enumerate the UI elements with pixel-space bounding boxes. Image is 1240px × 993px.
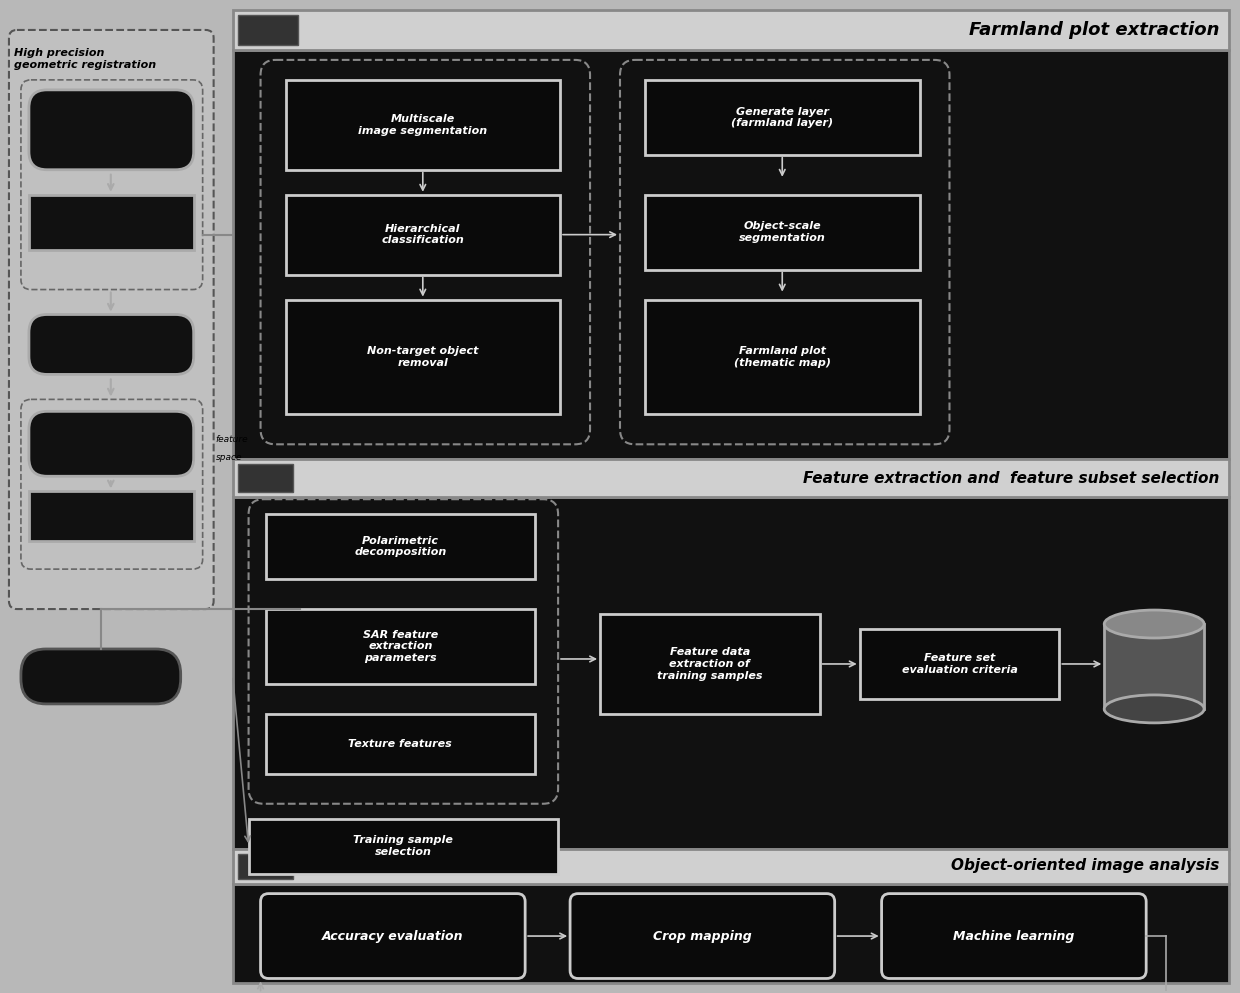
FancyBboxPatch shape [21, 649, 181, 704]
Text: Non-target object
removal: Non-target object removal [367, 347, 479, 367]
Bar [238, 854, 293, 879]
Text: Feature extraction and  feature subset selection: Feature extraction and feature subset se… [802, 471, 1219, 486]
FancyBboxPatch shape [260, 894, 526, 978]
Bar [248, 818, 558, 874]
Bar [29, 492, 193, 541]
FancyBboxPatch shape [21, 399, 202, 569]
Bar [645, 79, 920, 155]
FancyBboxPatch shape [29, 89, 193, 170]
Text: Texture features: Texture features [348, 739, 453, 749]
Bar [238, 465, 293, 493]
Text: High precision
geometric registration: High precision geometric registration [14, 48, 156, 70]
Text: Farmland plot extraction: Farmland plot extraction [968, 21, 1219, 39]
Ellipse shape [1105, 695, 1204, 723]
Ellipse shape [1105, 610, 1204, 638]
FancyBboxPatch shape [21, 79, 202, 290]
Bar [859, 629, 1059, 699]
Bar [29, 195, 193, 249]
FancyBboxPatch shape [570, 894, 835, 978]
Text: Training sample
selection: Training sample selection [353, 835, 454, 857]
Bar [233, 849, 1229, 884]
Text: space: space [216, 453, 242, 462]
Text: Accuracy evaluation: Accuracy evaluation [322, 929, 464, 942]
Bar [265, 714, 536, 774]
Bar [233, 497, 1229, 849]
Text: Object-scale
segmentation: Object-scale segmentation [739, 221, 826, 243]
Text: Polarimetric
decomposition: Polarimetric decomposition [355, 536, 446, 557]
Bar [233, 884, 1229, 983]
FancyBboxPatch shape [882, 894, 1146, 978]
FancyBboxPatch shape [9, 30, 213, 609]
Bar [1105, 624, 1204, 709]
Bar [233, 50, 1229, 460]
Bar [285, 79, 560, 170]
Text: feature: feature [216, 435, 248, 444]
Text: Machine learning: Machine learning [954, 929, 1075, 942]
Text: SAR feature
extraction
parameters: SAR feature extraction parameters [363, 630, 438, 663]
Bar [645, 300, 920, 414]
Bar [285, 300, 560, 414]
Bar [233, 460, 1229, 497]
Bar [265, 514, 536, 579]
Text: Farmland plot
(thematic map): Farmland plot (thematic map) [734, 347, 831, 367]
Bar [600, 614, 820, 714]
Bar [233, 10, 1229, 50]
Bar [645, 195, 920, 269]
FancyBboxPatch shape [29, 411, 193, 477]
Text: Feature set
evaluation criteria: Feature set evaluation criteria [901, 653, 1017, 675]
Bar [238, 15, 298, 45]
Text: Feature data
extraction of
training samples: Feature data extraction of training samp… [657, 647, 763, 680]
Text: Crop mapping: Crop mapping [653, 929, 751, 942]
Bar [285, 195, 560, 275]
Text: Generate layer
(farmland layer): Generate layer (farmland layer) [732, 106, 833, 128]
Text: Hierarchical
classification: Hierarchical classification [382, 223, 464, 245]
Bar [265, 609, 536, 684]
Text: Object-oriented image analysis: Object-oriented image analysis [951, 858, 1219, 873]
FancyBboxPatch shape [29, 315, 193, 374]
Text: Multiscale
image segmentation: Multiscale image segmentation [358, 114, 487, 136]
